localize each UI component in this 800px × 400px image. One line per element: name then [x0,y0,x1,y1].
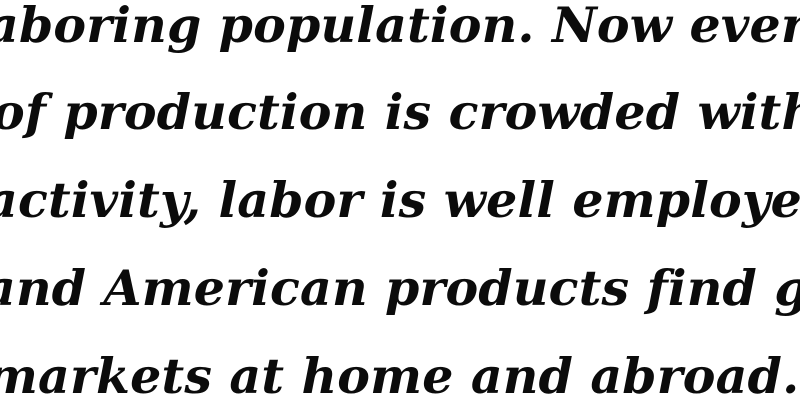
text-line-1: aboring population. Now every [0,0,800,54]
text-line-5: markets at home and abroad. [0,347,800,400]
text-line-2: of production is crowded with [0,83,800,141]
text-line-4: and American products find goo [0,259,800,317]
text-line-3: activity, labor is well employed, [0,171,800,229]
